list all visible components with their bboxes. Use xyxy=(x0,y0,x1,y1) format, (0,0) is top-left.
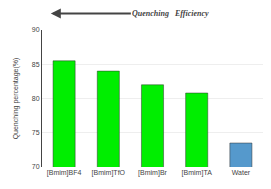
svg-text:[Bmim]TfO: [Bmim]TfO xyxy=(92,169,126,177)
svg-text:Quenching percentage(%): Quenching percentage(%) xyxy=(12,58,20,140)
svg-text:[Bmim]TA: [Bmim]TA xyxy=(182,169,213,177)
svg-text:Quenching Efficiency: Quenching Efficiency xyxy=(132,9,209,18)
svg-text:80: 80 xyxy=(32,95,40,102)
svg-text:85: 85 xyxy=(32,61,40,68)
svg-text:70: 70 xyxy=(32,163,40,170)
svg-text:Water: Water xyxy=(232,169,251,176)
svg-text:[Bmim]Br: [Bmim]Br xyxy=(138,169,167,177)
svg-text:75: 75 xyxy=(32,129,40,136)
svg-text:90: 90 xyxy=(32,26,40,33)
svg-text:[Bmim]BF4: [Bmim]BF4 xyxy=(47,169,82,177)
